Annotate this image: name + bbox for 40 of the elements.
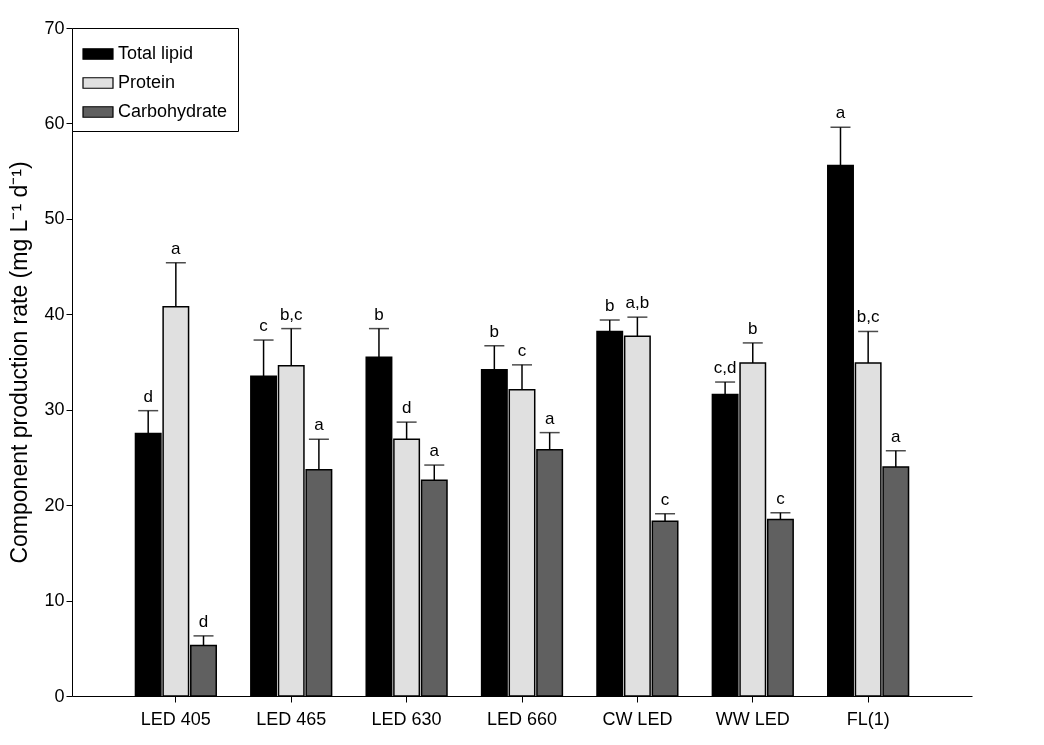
annotation: a <box>314 415 325 435</box>
annotation: c <box>660 489 670 509</box>
legend-label: Carbohydrate <box>118 101 228 121</box>
annotation: a <box>171 238 182 258</box>
annotation: d <box>401 398 412 418</box>
annotation: b,c <box>279 304 304 324</box>
y-tick-label: 60 <box>44 112 65 133</box>
annotation: a <box>544 408 555 428</box>
legend-label: Protein <box>118 72 176 92</box>
x-tick-label: LED 465 <box>256 708 327 729</box>
annotation: d <box>198 611 209 631</box>
annotation: b <box>604 296 615 316</box>
annotation: c <box>259 316 269 336</box>
y-tick-label: 10 <box>44 590 65 611</box>
y-tick-label: 70 <box>44 17 65 38</box>
x-tick-label: LED 630 <box>371 708 442 729</box>
annotation: a <box>429 441 440 461</box>
y-axis-title: Component production rate (mg L⁻¹ d⁻¹) <box>6 161 33 564</box>
annotation: b <box>489 321 500 341</box>
y-tick-label: 30 <box>44 399 65 420</box>
annotation: b <box>374 304 384 324</box>
x-tick-label: WW LED <box>715 708 790 729</box>
y-tick-label: 40 <box>44 303 65 324</box>
x-tick-label: FL(1) <box>846 708 890 729</box>
legend-label: Total lipid <box>118 43 194 63</box>
annotation: a,b <box>625 293 650 313</box>
annotation: c,d <box>713 358 737 378</box>
annotation: c <box>776 488 786 508</box>
x-tick-label: LED 660 <box>486 708 558 729</box>
x-tick-label: LED 405 <box>140 708 211 729</box>
annotation: a <box>835 103 846 123</box>
annotation: c <box>517 340 527 360</box>
annotation: b,c <box>856 307 880 327</box>
annotation: b <box>748 318 758 338</box>
y-tick-label: 20 <box>44 494 65 515</box>
annotation: a <box>891 426 902 446</box>
annotation: d <box>143 386 153 406</box>
x-tick-label: CW LED <box>602 708 673 729</box>
y-tick-label: 50 <box>44 208 65 229</box>
y-tick-label: 0 <box>54 685 65 706</box>
